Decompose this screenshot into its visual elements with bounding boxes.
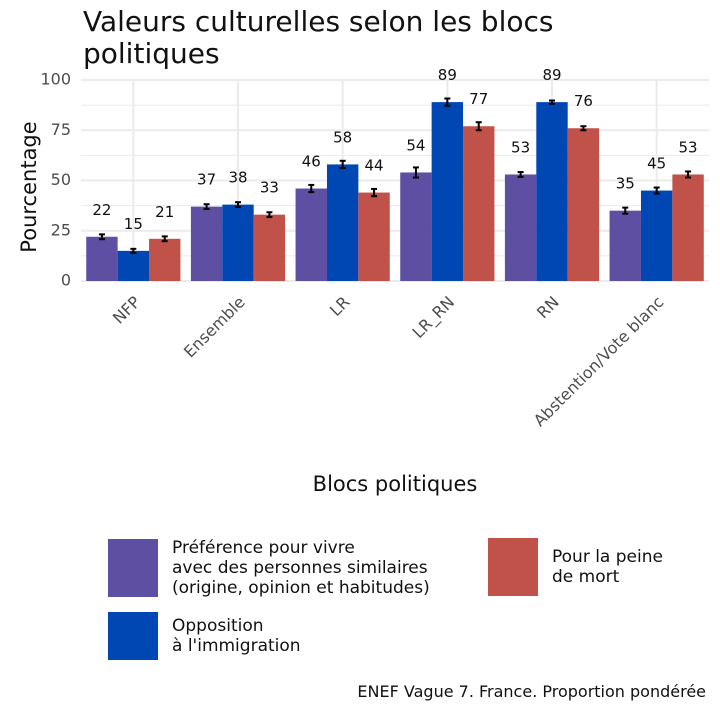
legend-item-peine-de-mort: Pour la peine de mort	[488, 538, 663, 596]
legend-label-line: (origine, opinion et habitudes)	[172, 578, 430, 598]
legend-label-peine-de-mort: Pour la peine de mort	[552, 547, 663, 587]
data-label: 58	[333, 128, 352, 146]
y-tick-label: 25	[51, 220, 71, 239]
legend-label-preference: Préférence pour vivre avec des personnes…	[172, 538, 430, 598]
error-bar	[685, 170, 692, 179]
error-bar	[339, 159, 346, 170]
bar	[358, 192, 390, 281]
error-bar	[130, 247, 137, 254]
y-tick-label: 0	[61, 271, 71, 290]
bar	[400, 172, 432, 281]
data-label: 15	[124, 215, 143, 233]
legend-swatch-opposition	[108, 612, 158, 660]
data-label: 38	[228, 169, 247, 187]
y-axis-ticks: 0 25 50 75 100	[40, 70, 71, 290]
error-bar	[203, 203, 210, 211]
data-label: 53	[679, 138, 698, 156]
data-label: 44	[365, 157, 384, 175]
x-tick-label: Ensemble	[180, 292, 249, 361]
data-label: 21	[155, 203, 174, 221]
bar	[536, 102, 568, 281]
bar	[463, 126, 495, 281]
caption: ENEF Vague 7. France. Proportion pondéré…	[357, 682, 706, 701]
chart-title-line-1: Valeurs culturelles selon les blocs	[83, 5, 554, 38]
bar	[295, 188, 327, 281]
data-label: 76	[574, 92, 593, 110]
bar	[609, 210, 641, 281]
y-axis-label: Pourcentage	[17, 121, 41, 252]
bar	[190, 206, 223, 281]
data-label: 33	[260, 179, 279, 197]
bar	[253, 214, 286, 281]
data-label: 46	[302, 153, 321, 171]
bar	[504, 174, 537, 281]
legend-label-line: Pour la peine	[552, 547, 663, 567]
bar-chart: 0 25 50 75 100 22 15 21 37 38 33 46 58 44 54 89 77 53 89 7…	[17, 66, 709, 430]
legend-label-line: de mort	[552, 567, 620, 587]
legend-label-line: Opposition	[172, 616, 264, 636]
chart-title: Valeurs culturelles selon les blocs poli…	[83, 6, 553, 70]
legend-label-line: Préférence pour vivre	[172, 538, 355, 558]
legend-label-line: avec des personnes similaires	[172, 558, 428, 578]
error-bar	[517, 171, 524, 178]
error-bar	[622, 206, 629, 215]
error-bar	[412, 166, 419, 179]
data-label: 37	[197, 171, 216, 189]
data-label: 35	[616, 175, 635, 193]
error-bar	[475, 121, 482, 132]
error-bar	[161, 235, 168, 243]
bar	[149, 238, 181, 281]
x-axis-label: Blocs politiques	[312, 472, 478, 496]
error-bar	[653, 186, 660, 195]
error-bar	[308, 183, 315, 194]
data-label: 22	[92, 201, 111, 219]
y-tick-label: 100	[40, 70, 71, 89]
bar	[326, 164, 359, 281]
data-label: 53	[511, 138, 530, 156]
data-label: 45	[647, 155, 666, 173]
legend-label-line: à l'immigration	[172, 636, 301, 656]
error-bar	[235, 201, 241, 209]
y-tick-label: 75	[51, 120, 71, 139]
data-label: 89	[542, 66, 561, 84]
bar	[117, 250, 150, 281]
data-label: 54	[406, 136, 425, 154]
error-bar	[444, 97, 451, 107]
chart-title-line-2: politiques	[83, 37, 220, 70]
data-label: 77	[469, 90, 488, 108]
legend-item-opposition: Opposition à l'immigration	[108, 612, 301, 660]
error-bar	[549, 99, 555, 105]
error-bar	[580, 125, 587, 132]
data-labels: 22 15 21 37 38 33 46 58 44 54 89 77 53 89 76 35 45 53	[92, 66, 697, 233]
error-bar	[98, 233, 105, 241]
bar	[431, 102, 464, 281]
legend-item-preference: Préférence pour vivre avec des personnes…	[108, 538, 430, 598]
data-label: 89	[438, 66, 457, 84]
bar	[640, 190, 673, 281]
bars	[86, 97, 704, 281]
bar	[222, 204, 254, 281]
y-tick-label: 50	[51, 170, 71, 189]
x-tick-label: NFP	[109, 292, 144, 327]
error-bar	[266, 211, 273, 219]
x-tick-label: RN	[533, 292, 563, 322]
error-bar	[371, 187, 378, 198]
bar	[567, 128, 600, 281]
bar	[86, 236, 118, 281]
legend: Préférence pour vivre avec des personnes…	[108, 536, 708, 666]
bar	[672, 174, 704, 281]
legend-swatch-peine-de-mort	[488, 538, 538, 596]
x-tick-label: LR_RN	[409, 292, 459, 342]
legend-swatch-preference	[108, 539, 158, 597]
legend-label-opposition: Opposition à l'immigration	[172, 616, 301, 656]
x-tick-label: LR	[326, 292, 354, 320]
